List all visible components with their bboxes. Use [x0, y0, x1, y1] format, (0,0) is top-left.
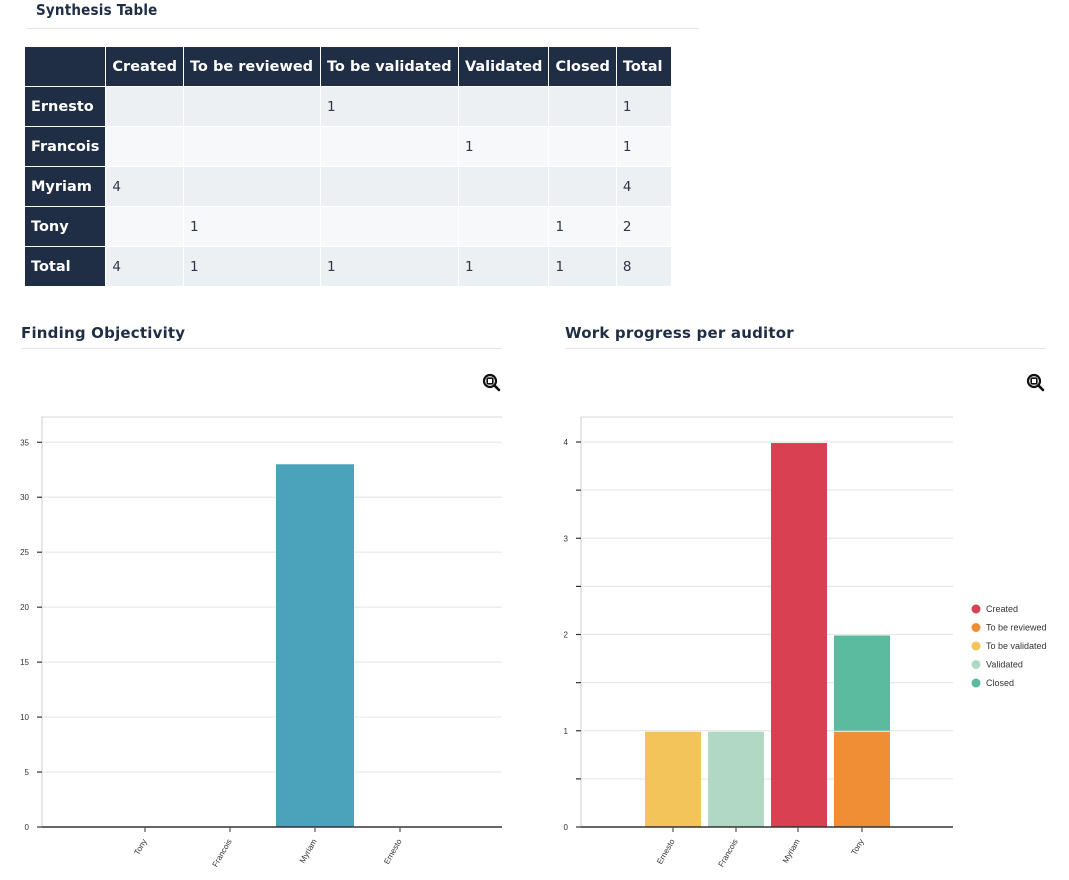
y-tick-label: 1	[564, 727, 569, 736]
legend-label: Validated	[986, 660, 1023, 670]
table-row: Myriam 4 4	[25, 167, 671, 206]
table-cell: 1	[183, 247, 320, 286]
y-tick-label: 0	[25, 823, 30, 832]
row-header: Myriam	[25, 167, 106, 206]
bar-myriam	[276, 464, 354, 827]
table-cell: 1	[458, 247, 549, 286]
table-cell	[458, 87, 549, 126]
column-header-to-be-reviewed: To be reviewed	[183, 47, 320, 86]
bar-tony-to-be-reviewed	[834, 731, 890, 827]
section-divider	[565, 348, 1046, 349]
legend-swatch	[971, 641, 981, 651]
table-cell: 1	[320, 247, 458, 286]
table-cell	[106, 87, 183, 126]
table-cell	[549, 127, 616, 166]
x-tick-label: Francois	[717, 838, 740, 869]
table-cell: 1	[183, 207, 320, 246]
table-cell	[183, 167, 320, 206]
y-tick-label: 15	[20, 658, 29, 667]
legend-swatch	[971, 678, 981, 688]
table-row: Ernesto 1 1	[25, 87, 671, 126]
synthesis-table-title: Synthesis Table	[36, 1, 158, 19]
table-cell	[320, 207, 458, 246]
table-cell	[549, 167, 616, 206]
table-cell	[458, 207, 549, 246]
y-tick-label: 35	[20, 438, 29, 447]
table-row: Tony 1 1 2	[25, 207, 671, 246]
row-header: Total	[25, 247, 106, 286]
section-divider	[21, 348, 502, 349]
row-header: Francois	[25, 127, 106, 166]
table-cell: 1	[549, 207, 616, 246]
legend-label: Closed	[986, 678, 1014, 688]
bar-ernesto-to-be-validated	[645, 731, 701, 827]
column-header-closed: Closed	[549, 47, 616, 86]
column-header-to-be-validated: To be validated	[320, 47, 458, 86]
table-cell	[458, 167, 549, 206]
column-header-created: Created	[106, 47, 183, 86]
y-tick-label: 25	[20, 548, 29, 557]
table-cell: 1	[616, 87, 671, 126]
table-cell	[320, 167, 458, 206]
x-tick-label: Myriam	[781, 837, 802, 864]
chart-finding-objectivity: 0 5 10 15 20 25 30 35 Tony Francois Myriam Ernesto	[20, 416, 502, 869]
x-tick-label: Myriam	[298, 837, 319, 864]
y-tick-label: 10	[20, 713, 29, 722]
column-header-validated: Validated	[458, 47, 549, 86]
zoom-in-icon[interactable]	[482, 373, 502, 393]
bar-tony-closed	[834, 635, 890, 731]
x-tick-label: Ernesto	[655, 837, 677, 866]
chart-work-progress-per-auditor: 0 1 2 3 4 Ernesto Francois Myriam Tony Created To …	[564, 416, 1047, 869]
table-cell: 8	[616, 247, 671, 286]
table-cell	[106, 127, 183, 166]
table-cell: 4	[106, 167, 183, 206]
legend-swatch	[971, 604, 981, 614]
table-cell: 1	[458, 127, 549, 166]
legend-label: Created	[986, 604, 1018, 614]
table-row: Francois 1 1	[25, 127, 671, 166]
table-cell	[183, 127, 320, 166]
table-total-row: Total 4 1 1 1 1 8	[25, 247, 671, 286]
y-tick-label: 30	[20, 493, 29, 502]
table-cell	[320, 127, 458, 166]
x-tick-label: Ernesto	[382, 837, 404, 866]
y-tick-label: 4	[564, 438, 569, 447]
legend-label: To be reviewed	[986, 623, 1047, 633]
row-header: Tony	[25, 207, 106, 246]
table-cell: 4	[616, 167, 671, 206]
y-tick-label: 0	[564, 823, 569, 832]
synthesis-table: Created To be reviewed To be validated V…	[24, 46, 672, 287]
table-cell: 2	[616, 207, 671, 246]
table-cell: 4	[106, 247, 183, 286]
finding-objectivity-title: Finding Objectivity	[21, 324, 186, 342]
legend-label: To be validated	[986, 641, 1047, 651]
table-cell: 1	[549, 247, 616, 286]
y-tick-label: 5	[25, 768, 30, 777]
table-cell: 1	[320, 87, 458, 126]
legend-swatch	[971, 660, 981, 669]
section-divider	[27, 28, 699, 29]
x-tick-label: Tony	[132, 838, 148, 857]
y-tick-label: 3	[564, 534, 569, 543]
zoom-in-icon[interactable]	[1026, 373, 1046, 393]
x-tick-label: Tony	[849, 838, 865, 857]
bar-francois-validated	[708, 731, 764, 827]
table-header-row: Created To be reviewed To be validated V…	[25, 47, 671, 86]
bar-myriam-created	[771, 443, 827, 827]
table-cell	[183, 87, 320, 126]
row-header: Ernesto	[25, 87, 106, 126]
table-cell	[106, 207, 183, 246]
y-tick-label: 20	[20, 603, 29, 612]
column-header-corner	[25, 47, 106, 86]
table-cell	[549, 87, 616, 126]
work-progress-title: Work progress per auditor	[565, 324, 794, 342]
legend-swatch	[971, 623, 981, 632]
x-tick-label: Francois	[211, 838, 234, 869]
column-header-total: Total	[616, 47, 671, 86]
y-tick-label: 2	[564, 631, 569, 640]
table-cell: 1	[616, 127, 671, 166]
